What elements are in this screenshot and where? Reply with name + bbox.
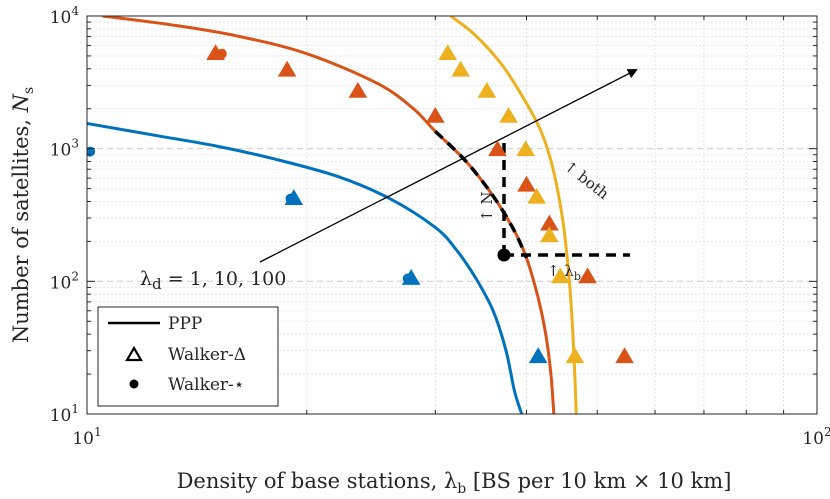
triangle-marker	[527, 187, 546, 204]
lambda-d-arrow	[259, 69, 638, 263]
triangle-marker	[477, 81, 497, 98]
triangle-marker	[578, 267, 597, 284]
legend-dot-marker	[129, 379, 139, 389]
arrow-lambda-b-label: ↑ λb	[547, 262, 581, 283]
tick-labels: 101 102 101 102 103 104	[50, 4, 830, 449]
triangle-marker	[516, 140, 536, 157]
series-markers	[87, 44, 634, 364]
triangle-marker	[438, 44, 458, 61]
y-axis-label: Number of satellites, Ns	[9, 87, 37, 343]
x-tick-label: 102	[802, 425, 830, 449]
triangle-marker	[565, 347, 585, 364]
triangle-marker	[348, 81, 368, 98]
triangle-marker	[277, 60, 297, 77]
triangle-marker	[488, 140, 507, 157]
x-axis-label: Density of base stations, λb [BS per 10 …	[177, 469, 732, 495]
dot-marker	[402, 273, 413, 284]
triangle-marker	[540, 226, 559, 243]
triangle-marker	[425, 106, 445, 123]
triangle-marker	[451, 60, 470, 77]
legend-triangle-marker	[125, 345, 143, 362]
y-tick-label: 101	[50, 402, 79, 426]
arrow-n-label: ↑ N	[478, 192, 496, 222]
triangle-marker	[517, 175, 536, 192]
legend-label-walker-delta: Walker-Δ	[168, 345, 246, 365]
y-tick-label: 103	[50, 137, 79, 161]
legend-label-walker-star: Walker-⋆	[168, 375, 244, 395]
triangle-marker	[499, 106, 518, 123]
dot-marker	[216, 48, 227, 59]
triangle-marker	[615, 347, 634, 364]
axis-ticks	[86, 16, 817, 415]
triangle-marker	[528, 347, 548, 364]
y-tick-label: 104	[50, 4, 80, 28]
corner-point	[497, 248, 511, 262]
y-tick-label: 102	[50, 269, 79, 293]
dashed-curve-segment	[434, 130, 529, 259]
dot-marker	[285, 193, 296, 204]
lambda-d-label: λd = 1, 10, 100	[140, 268, 286, 293]
legend-label-ppp: PPP	[168, 314, 202, 334]
legend: PPP Walker-Δ Walker-⋆	[97, 306, 279, 407]
x-tick-label: 101	[72, 425, 101, 449]
axes-box	[86, 15, 818, 415]
series-line-2	[449, 16, 578, 414]
triangle-marker	[550, 267, 570, 284]
series-line-0	[87, 121, 524, 414]
